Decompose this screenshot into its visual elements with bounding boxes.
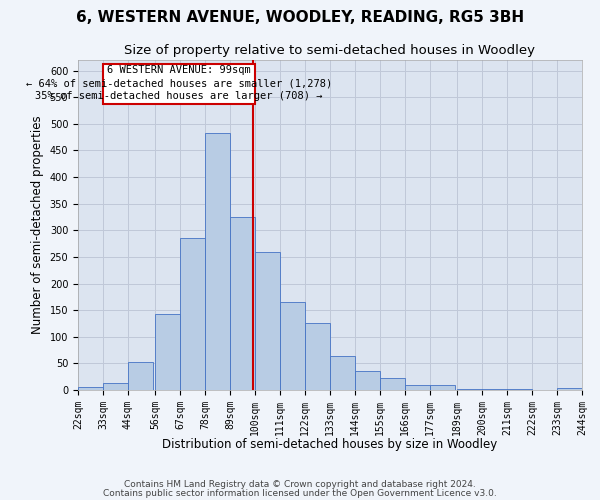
Bar: [205, 133, 230, 390]
Title: Size of property relative to semi-detached houses in Woodley: Size of property relative to semi-detach…: [125, 44, 536, 58]
Bar: [457, 389, 482, 390]
Bar: [430, 384, 455, 390]
Bar: [230, 217, 255, 390]
Bar: [330, 356, 355, 390]
Bar: [557, 388, 582, 390]
Bar: [180, 238, 205, 390]
Bar: [255, 252, 280, 390]
Text: 6, WESTERN AVENUE, WOODLEY, READING, RG5 3BH: 6, WESTERN AVENUE, WOODLEY, READING, RG5…: [76, 10, 524, 25]
Bar: [305, 324, 330, 390]
Bar: [355, 372, 380, 390]
Text: 35% of semi-detached houses are larger (708) →: 35% of semi-detached houses are larger (…: [35, 91, 323, 101]
Bar: [103, 383, 128, 390]
Y-axis label: Number of semi-detached properties: Number of semi-detached properties: [31, 116, 44, 334]
Bar: [482, 389, 507, 390]
Text: 6 WESTERN AVENUE: 99sqm: 6 WESTERN AVENUE: 99sqm: [107, 65, 251, 75]
Bar: [78, 388, 103, 390]
Bar: [103, 64, 255, 104]
Bar: [280, 302, 305, 390]
Text: Contains HM Land Registry data © Crown copyright and database right 2024.: Contains HM Land Registry data © Crown c…: [124, 480, 476, 489]
Bar: [128, 362, 153, 390]
Bar: [405, 385, 430, 390]
Text: Contains public sector information licensed under the Open Government Licence v3: Contains public sector information licen…: [103, 488, 497, 498]
X-axis label: Distribution of semi-detached houses by size in Woodley: Distribution of semi-detached houses by …: [163, 438, 497, 451]
Text: ← 64% of semi-detached houses are smaller (1,278): ← 64% of semi-detached houses are smalle…: [26, 78, 332, 88]
Bar: [380, 378, 405, 390]
Bar: [155, 314, 180, 390]
